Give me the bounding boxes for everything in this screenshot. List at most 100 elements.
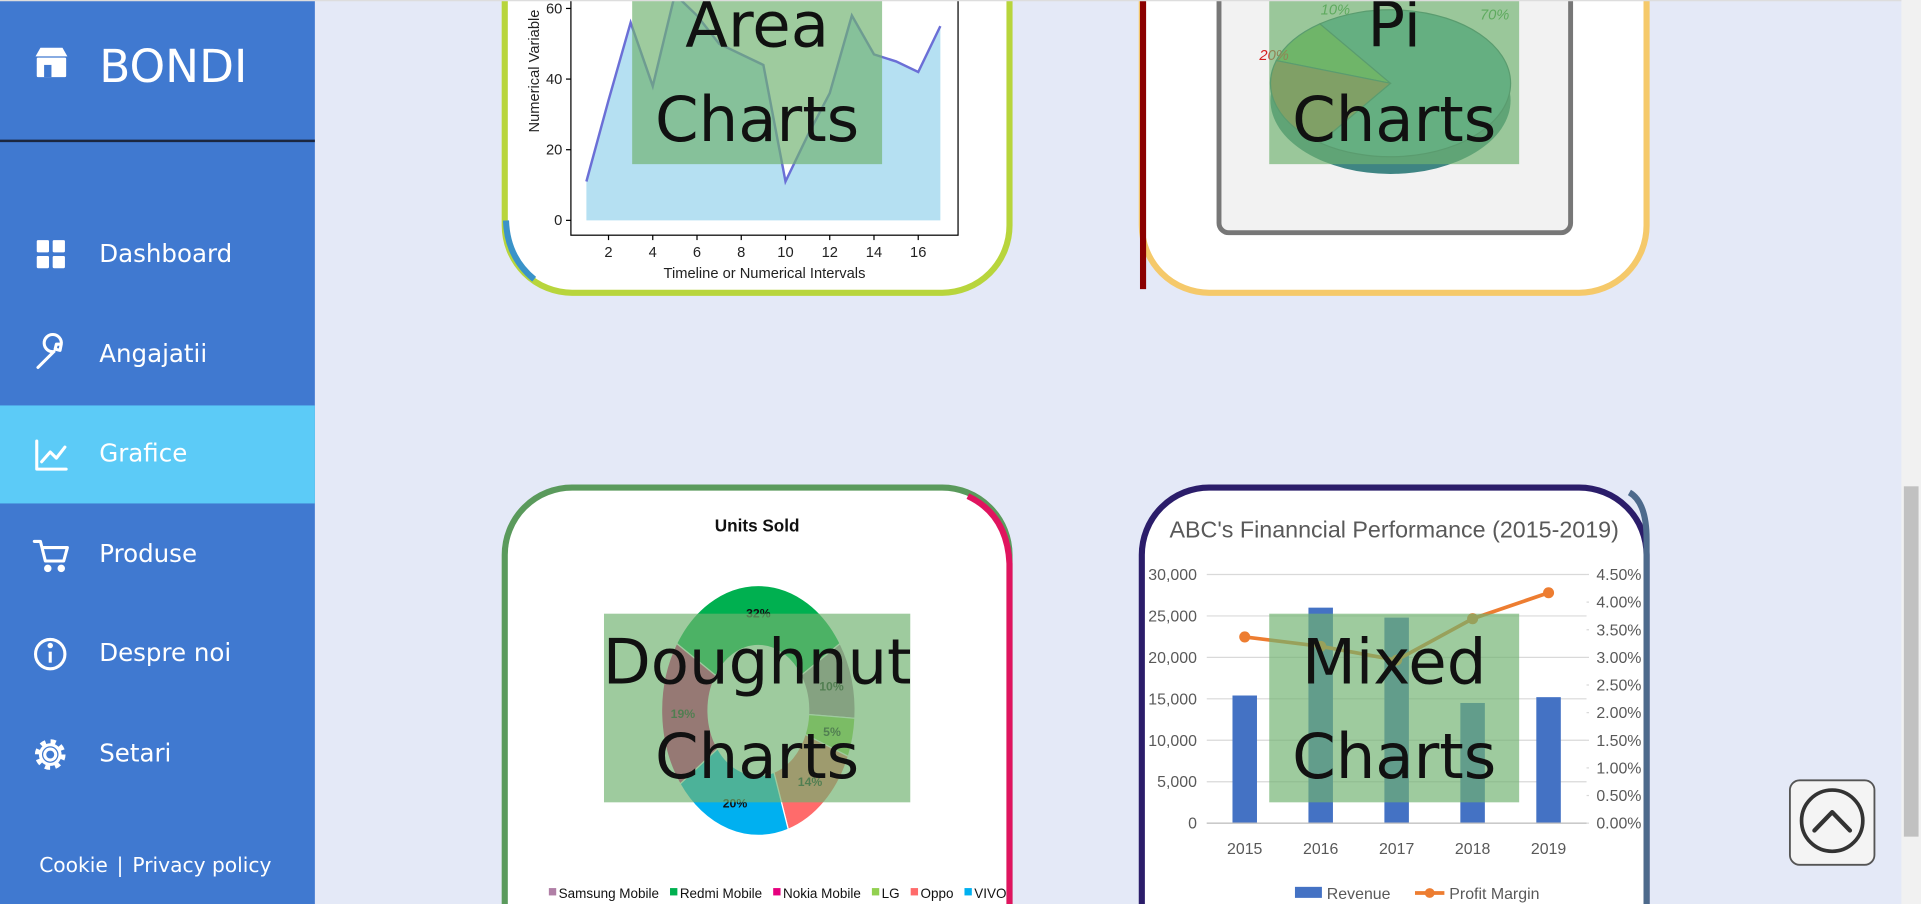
x-tick-label: 2017 [1379, 841, 1415, 858]
menu-item[interactable]: Dashboard [99, 239, 232, 268]
x-tick-label: 2 [604, 245, 612, 261]
x-tick-label: 14 [866, 245, 882, 261]
y-tick-label: 5,000 [1157, 774, 1197, 791]
menu: Dashboard Angajatii Grafice Produse Despre n… [99, 239, 232, 768]
x-tick-label: 12 [822, 245, 838, 261]
overlay-title[interactable]: Mixed [1302, 626, 1486, 699]
overlay-box [632, 0, 883, 165]
icon-cart [32, 539, 69, 573]
y2-tick-label: 3.00% [1596, 650, 1641, 667]
icon-info [33, 637, 67, 671]
y-axis-label: Numerical Variable [527, 10, 543, 133]
legend-swatch [1294, 886, 1322, 898]
y2-tick-label: 0.00% [1596, 816, 1641, 833]
y2-tick-label: 1.00% [1596, 760, 1641, 777]
x-tick-label: 10 [777, 245, 793, 261]
y2-tick-label: 4.00% [1596, 595, 1641, 612]
x-tick-label: 6 [693, 245, 701, 261]
scrollbar-thumb[interactable] [1903, 486, 1919, 837]
button-chevron [1812, 809, 1853, 833]
scroll-top-button[interactable] [1788, 779, 1876, 866]
legend-swatch [548, 888, 557, 896]
legend-swatch [910, 888, 919, 896]
x-tick-label: 2018 [1455, 841, 1491, 858]
menu-item[interactable]: Angajatii [99, 339, 207, 368]
legend-label: Redmi Mobile [680, 886, 762, 901]
x-tick-label: 2015 [1227, 841, 1263, 858]
legend-label: Nokia Mobile [783, 886, 861, 901]
logo-icon [35, 47, 68, 78]
point [1239, 631, 1251, 643]
y2-tick-label: 2.00% [1596, 705, 1641, 722]
x-tick-label: 2019 [1531, 841, 1567, 858]
x-axis-label: Timeline or Numerical Intervals [664, 266, 866, 282]
icon-chart [35, 439, 68, 471]
overlay-title[interactable]: Pi [1367, 0, 1421, 62]
menu-item[interactable]: Despre noi [99, 638, 231, 667]
footer-links: Cookie | Privacy policy [39, 853, 271, 877]
overlay-title[interactable]: Charts [1292, 720, 1496, 793]
legend-swatch [670, 888, 678, 896]
card-accent [1627, 489, 1650, 904]
y-tick-label: 20,000 [1148, 650, 1197, 667]
y-tick-label: 25,000 [1148, 608, 1197, 625]
overlay-title[interactable]: Doughnut [603, 626, 912, 699]
overlay-title[interactable]: Charts [655, 83, 859, 156]
icon-wrench [36, 332, 63, 370]
icon-gear [34, 739, 66, 770]
menu-item[interactable]: Produse [99, 539, 197, 568]
y-tick-label: 10,000 [1148, 733, 1197, 750]
legend-label: Profit Margin [1449, 886, 1539, 903]
bar [1232, 695, 1257, 824]
overlay-box [1269, 613, 1520, 803]
x-tick-label: 8 [737, 245, 745, 261]
legend-label: Samsung Mobile [559, 886, 659, 901]
overlay-title[interactable]: Area [685, 0, 829, 62]
menu-item[interactable]: Setari [99, 739, 171, 768]
x-tick-label: 4 [649, 245, 657, 261]
y2-tick-label: 4.50% [1596, 567, 1641, 584]
overlay-title[interactable]: Charts [655, 720, 859, 793]
chart-title: ABC's Finanncial Performance (2015-2019) [1170, 517, 1619, 543]
legend-label: VIVO [974, 886, 1006, 901]
card-accent [502, 220, 537, 282]
y-tick-label: 40 [546, 72, 562, 88]
y2-tick-label: 2.50% [1596, 678, 1641, 695]
y-tick-label: 30,000 [1148, 567, 1197, 584]
overlay-box [603, 613, 911, 803]
legend-swatch [871, 888, 880, 896]
card-accent [966, 493, 1013, 904]
x-tick-label: 16 [910, 245, 926, 261]
y-tick-label: 0 [554, 213, 562, 229]
button-circle [1799, 788, 1865, 854]
overlay-box [1269, 0, 1520, 165]
chart: ABC's Finanncial Performance (2015-2019)… [1148, 517, 1641, 903]
point [1543, 587, 1555, 599]
plot-frame [570, 0, 959, 236]
legend-label: Revenue [1327, 886, 1391, 903]
menu-item[interactable]: Grafice [99, 438, 187, 467]
legend-marker [1424, 888, 1435, 898]
y-tick-label: 15,000 [1148, 691, 1197, 708]
y-tick-label: 20 [546, 143, 562, 159]
chart-title: Units Sold [715, 516, 800, 536]
footer-separator: | [117, 853, 124, 877]
legend-swatch [773, 888, 781, 896]
legend-label: Oppo [920, 886, 953, 901]
privacy-link[interactable]: Privacy policy [132, 853, 271, 877]
charts: 2 4 6 8 10 12 14 16 0 20 40 60 Timeline or Numerical… [527, 0, 1641, 903]
y-tick-label: 0 [1188, 816, 1197, 833]
y-tick-label: 60 [546, 1, 562, 17]
y2-tick-label: 0.50% [1596, 788, 1641, 805]
icon-dashboard [36, 240, 65, 269]
cookie-link[interactable]: Cookie [39, 853, 108, 877]
logo: BONDI [99, 40, 247, 93]
legend-label: LG [882, 886, 900, 901]
y2-tick-label: 3.50% [1596, 622, 1641, 639]
overlay-title[interactable]: Charts [1292, 83, 1496, 156]
legend-swatch [964, 888, 972, 896]
y2-tick-label: 1.50% [1596, 733, 1641, 750]
x-tick-label: 2016 [1303, 841, 1339, 858]
